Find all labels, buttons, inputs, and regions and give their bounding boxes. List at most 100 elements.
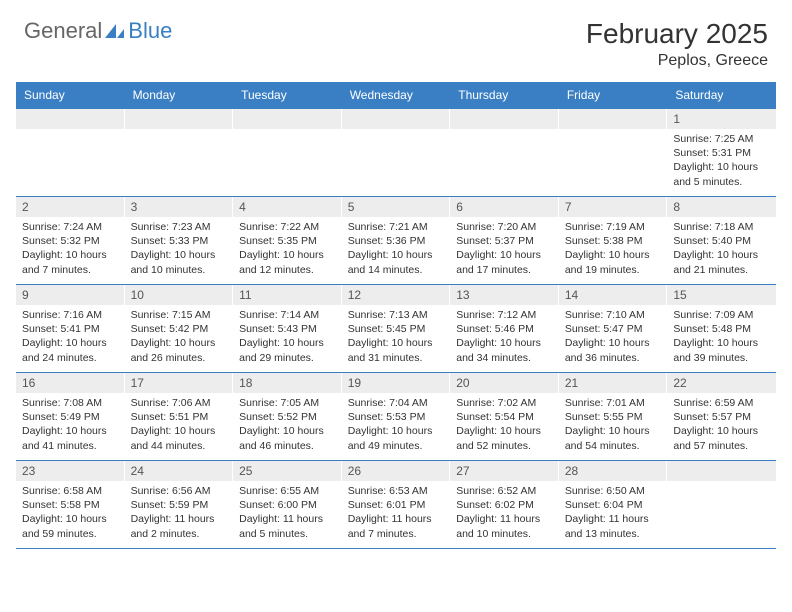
sunrise-text: Sunrise: 6:56 AM: [131, 484, 228, 498]
sunset-text: Sunset: 5:45 PM: [348, 322, 445, 336]
empty-day-number: [450, 109, 559, 129]
sunset-text: Sunset: 5:42 PM: [131, 322, 228, 336]
sunset-text: Sunset: 6:01 PM: [348, 498, 445, 512]
sunrise-text: Sunrise: 7:13 AM: [348, 308, 445, 322]
day-cell: 16Sunrise: 7:08 AMSunset: 5:49 PMDayligh…: [16, 373, 125, 461]
day-cell: [667, 461, 776, 549]
day-content: Sunrise: 7:08 AMSunset: 5:49 PMDaylight:…: [16, 393, 125, 459]
sunset-text: Sunset: 6:04 PM: [565, 498, 662, 512]
week-row: 2Sunrise: 7:24 AMSunset: 5:32 PMDaylight…: [16, 197, 776, 285]
daylight-text: Daylight: 10 hours and 29 minutes.: [239, 336, 336, 364]
day-cell: [125, 109, 234, 197]
daylight-text: Daylight: 10 hours and 19 minutes.: [565, 248, 662, 276]
daylight-text: Daylight: 11 hours and 13 minutes.: [565, 512, 662, 540]
day-content: Sunrise: 7:23 AMSunset: 5:33 PMDaylight:…: [125, 217, 234, 283]
day-cell: 13Sunrise: 7:12 AMSunset: 5:46 PMDayligh…: [450, 285, 559, 373]
sunset-text: Sunset: 5:33 PM: [131, 234, 228, 248]
sunrise-text: Sunrise: 7:10 AM: [565, 308, 662, 322]
daylight-text: Daylight: 10 hours and 34 minutes.: [456, 336, 553, 364]
title-block: February 2025 Peplos, Greece: [586, 18, 768, 70]
empty-day-number: [16, 109, 125, 129]
sunrise-text: Sunrise: 7:01 AM: [565, 396, 662, 410]
day-number: 19: [342, 373, 451, 393]
day-number: 23: [16, 461, 125, 481]
daylight-text: Daylight: 10 hours and 57 minutes.: [673, 424, 770, 452]
sunset-text: Sunset: 5:53 PM: [348, 410, 445, 424]
day-content: Sunrise: 7:18 AMSunset: 5:40 PMDaylight:…: [667, 217, 776, 283]
day-number: 9: [16, 285, 125, 305]
day-cell: 11Sunrise: 7:14 AMSunset: 5:43 PMDayligh…: [233, 285, 342, 373]
sunset-text: Sunset: 6:02 PM: [456, 498, 553, 512]
day-number: 8: [667, 197, 776, 217]
day-content: Sunrise: 6:53 AMSunset: 6:01 PMDaylight:…: [342, 481, 451, 547]
logo-text-general: General: [24, 18, 102, 44]
daylight-text: Daylight: 10 hours and 5 minutes.: [673, 160, 770, 188]
day-cell: 23Sunrise: 6:58 AMSunset: 5:58 PMDayligh…: [16, 461, 125, 549]
logo-sail-icon: [104, 23, 126, 39]
sunrise-text: Sunrise: 7:24 AM: [22, 220, 119, 234]
day-number: 3: [125, 197, 234, 217]
empty-day-number: [233, 109, 342, 129]
daylight-text: Daylight: 10 hours and 36 minutes.: [565, 336, 662, 364]
logo-text-blue: Blue: [128, 18, 172, 44]
day-cell: 19Sunrise: 7:04 AMSunset: 5:53 PMDayligh…: [342, 373, 451, 461]
sunrise-text: Sunrise: 6:52 AM: [456, 484, 553, 498]
day-cell: 6Sunrise: 7:20 AMSunset: 5:37 PMDaylight…: [450, 197, 559, 285]
day-cell: 20Sunrise: 7:02 AMSunset: 5:54 PMDayligh…: [450, 373, 559, 461]
sunrise-text: Sunrise: 6:59 AM: [673, 396, 770, 410]
day-cell: 5Sunrise: 7:21 AMSunset: 5:36 PMDaylight…: [342, 197, 451, 285]
header: General Blue February 2025 Peplos, Greec…: [0, 0, 792, 78]
daylight-text: Daylight: 10 hours and 46 minutes.: [239, 424, 336, 452]
sunrise-text: Sunrise: 7:23 AM: [131, 220, 228, 234]
day-content: Sunrise: 6:58 AMSunset: 5:58 PMDaylight:…: [16, 481, 125, 547]
sunrise-text: Sunrise: 7:15 AM: [131, 308, 228, 322]
empty-day-number: [667, 461, 776, 481]
day-number: 1: [667, 109, 776, 129]
day-number: 11: [233, 285, 342, 305]
day-number: 28: [559, 461, 668, 481]
week-row: 16Sunrise: 7:08 AMSunset: 5:49 PMDayligh…: [16, 373, 776, 461]
day-cell: 7Sunrise: 7:19 AMSunset: 5:38 PMDaylight…: [559, 197, 668, 285]
day-cell: 17Sunrise: 7:06 AMSunset: 5:51 PMDayligh…: [125, 373, 234, 461]
day-content: Sunrise: 7:10 AMSunset: 5:47 PMDaylight:…: [559, 305, 668, 371]
daylight-text: Daylight: 10 hours and 7 minutes.: [22, 248, 119, 276]
day-cell: 21Sunrise: 7:01 AMSunset: 5:55 PMDayligh…: [559, 373, 668, 461]
calendar-table: Sunday Monday Tuesday Wednesday Thursday…: [16, 82, 776, 549]
dayhead-thu: Thursday: [450, 82, 559, 109]
week-row: 9Sunrise: 7:16 AMSunset: 5:41 PMDaylight…: [16, 285, 776, 373]
sunset-text: Sunset: 5:35 PM: [239, 234, 336, 248]
sunset-text: Sunset: 5:38 PM: [565, 234, 662, 248]
day-number: 14: [559, 285, 668, 305]
sunrise-text: Sunrise: 7:19 AM: [565, 220, 662, 234]
day-cell: [233, 109, 342, 197]
day-cell: 22Sunrise: 6:59 AMSunset: 5:57 PMDayligh…: [667, 373, 776, 461]
sunset-text: Sunset: 5:32 PM: [22, 234, 119, 248]
sunset-text: Sunset: 5:36 PM: [348, 234, 445, 248]
sunrise-text: Sunrise: 7:02 AM: [456, 396, 553, 410]
sunrise-text: Sunrise: 7:20 AM: [456, 220, 553, 234]
daylight-text: Daylight: 10 hours and 54 minutes.: [565, 424, 662, 452]
dayhead-mon: Monday: [125, 82, 234, 109]
day-cell: 24Sunrise: 6:56 AMSunset: 5:59 PMDayligh…: [125, 461, 234, 549]
day-content: Sunrise: 6:52 AMSunset: 6:02 PMDaylight:…: [450, 481, 559, 547]
sunrise-text: Sunrise: 7:12 AM: [456, 308, 553, 322]
sunrise-text: Sunrise: 7:04 AM: [348, 396, 445, 410]
sunrise-text: Sunrise: 7:22 AM: [239, 220, 336, 234]
day-content: Sunrise: 7:20 AMSunset: 5:37 PMDaylight:…: [450, 217, 559, 283]
location: Peplos, Greece: [586, 52, 768, 70]
day-cell: [16, 109, 125, 197]
day-number: 5: [342, 197, 451, 217]
sunrise-text: Sunrise: 7:06 AM: [131, 396, 228, 410]
day-number: 6: [450, 197, 559, 217]
sunset-text: Sunset: 5:55 PM: [565, 410, 662, 424]
day-number: 10: [125, 285, 234, 305]
sunset-text: Sunset: 6:00 PM: [239, 498, 336, 512]
sunset-text: Sunset: 5:52 PM: [239, 410, 336, 424]
day-number: 25: [233, 461, 342, 481]
sunrise-text: Sunrise: 7:09 AM: [673, 308, 770, 322]
sunset-text: Sunset: 5:59 PM: [131, 498, 228, 512]
empty-day-number: [559, 109, 668, 129]
daylight-text: Daylight: 10 hours and 44 minutes.: [131, 424, 228, 452]
sunset-text: Sunset: 5:31 PM: [673, 146, 770, 160]
sunset-text: Sunset: 5:41 PM: [22, 322, 119, 336]
